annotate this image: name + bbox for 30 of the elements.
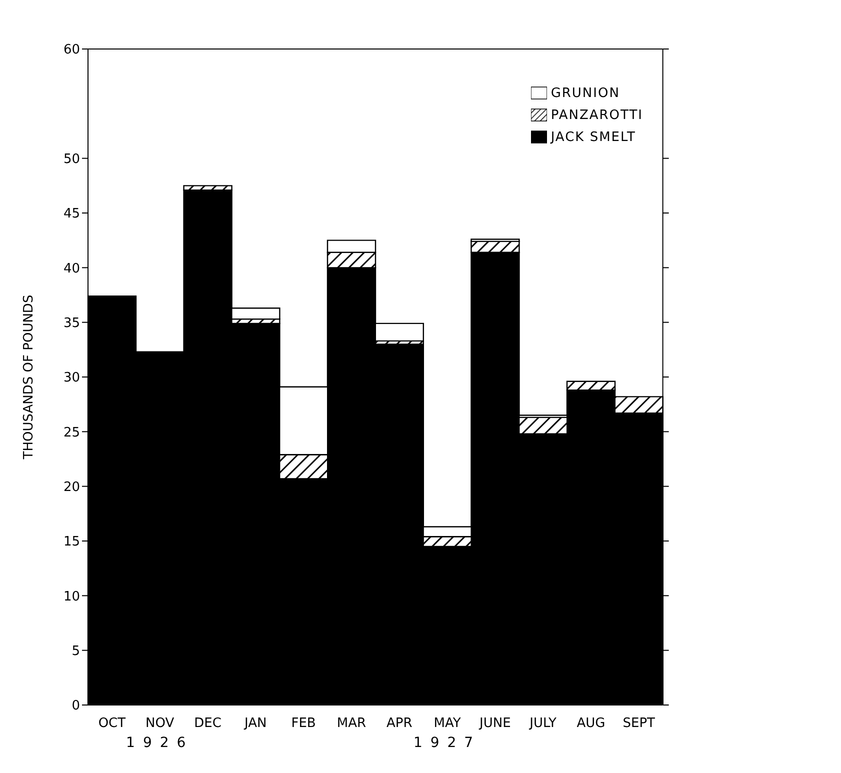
x-tick-label: OCT xyxy=(98,716,126,731)
x-tick-label: JUNE xyxy=(478,716,511,731)
x-tick-label: MAY xyxy=(434,716,461,731)
legend-label: GRUNION xyxy=(550,86,620,101)
x-tick-label: SEPT xyxy=(622,716,656,731)
y-tick-label: 30 xyxy=(63,370,80,386)
x-tick-label: JULY xyxy=(528,716,557,731)
x-tick-label: MAR xyxy=(336,716,366,731)
x-tick-label: NOV xyxy=(146,716,174,731)
y-tick-label: 35 xyxy=(63,316,80,331)
y-axis-title: THOUSANDS OF POUNDS xyxy=(22,294,37,460)
y-tick-label: 5 xyxy=(72,644,80,659)
x-tick-label: AUG xyxy=(576,716,606,731)
x-tick-label: JAN xyxy=(244,716,267,731)
y-tick-label: 0 xyxy=(72,698,80,714)
y-tick-label: 10 xyxy=(63,589,80,604)
x-tick-label: APR xyxy=(386,716,412,731)
legend-label: PANZAROTTI xyxy=(550,108,643,123)
text: 1926 xyxy=(126,735,194,751)
x-tick-label: FEB xyxy=(291,716,316,731)
y-tick-label: 15 xyxy=(63,534,80,550)
text: 1927 xyxy=(413,735,482,751)
y-tick-label: 60 xyxy=(63,42,80,58)
legend-label: JACK SMELT xyxy=(550,130,636,145)
y-tick-label: 45 xyxy=(63,206,80,222)
y-tick-label: 40 xyxy=(63,261,80,276)
y-tick-label: 25 xyxy=(63,425,80,440)
y-tick-label: 50 xyxy=(63,152,80,167)
x-tick-label: DEC xyxy=(194,716,222,731)
y-tick-label: 20 xyxy=(63,480,80,495)
